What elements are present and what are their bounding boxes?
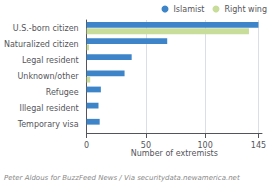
svg-text:Refugee: Refugee	[46, 88, 79, 97]
svg-text:50: 50	[141, 141, 151, 150]
svg-text:Naturalized citizen: Naturalized citizen	[4, 40, 79, 49]
svg-text:Right wing: Right wing	[224, 5, 267, 14]
svg-text:U.S.-born citizen: U.S.-born citizen	[13, 24, 79, 33]
svg-text:Peter Aldous for BuzzFeed News: Peter Aldous for BuzzFeed News / Via sec…	[4, 174, 240, 182]
svg-text:Islamist: Islamist	[174, 5, 205, 14]
svg-text:100: 100	[197, 141, 212, 150]
svg-text:Number of extremists: Number of extremists	[131, 149, 218, 158]
svg-text:0: 0	[84, 141, 89, 150]
svg-text:Temporary visa: Temporary visa	[17, 120, 79, 129]
svg-text:Unknown/other: Unknown/other	[17, 72, 79, 81]
svg-text:Legal resident: Legal resident	[22, 56, 79, 65]
svg-text:145: 145	[251, 141, 266, 150]
svg-text:Illegal resident: Illegal resident	[20, 104, 79, 113]
